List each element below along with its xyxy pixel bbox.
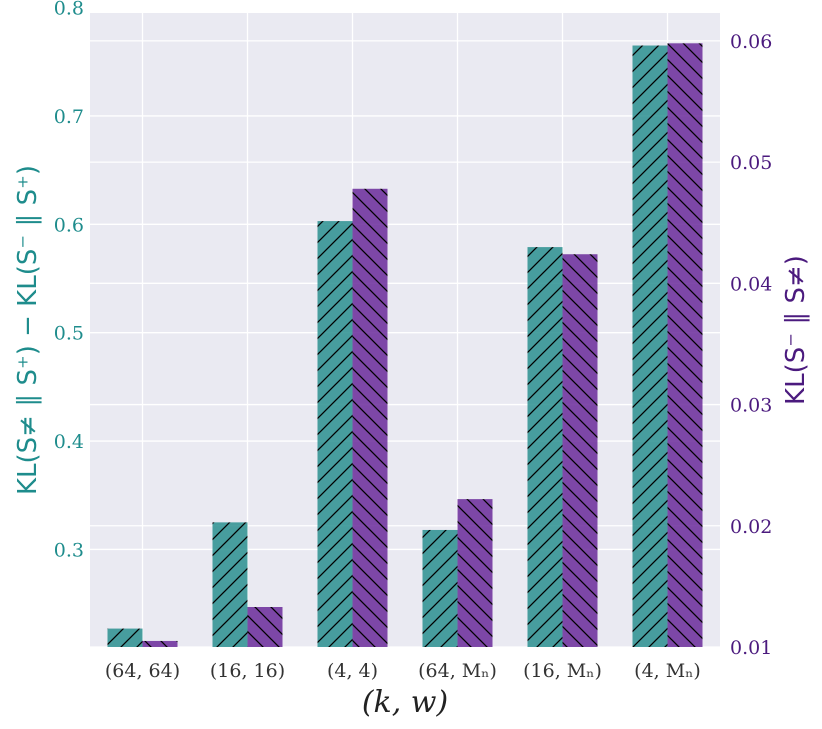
right-y-tick-label-0: 0.01 [730,637,772,659]
x-tick-labels: (64, 64) (16, 16) (4, 4) (64, Mₙ) (16, Mₙ) (4… [105,660,701,682]
x-tick-label-5: (4, Mₙ) [634,660,701,682]
bar-series2-3 [457,499,493,647]
bar-series2-4 [562,254,598,648]
left-y-tick-label-5: 0.8 [54,0,84,20]
x-tick-label-0: (64, 64) [105,660,180,682]
x-tick-label-3: (64, Mₙ) [418,660,497,682]
bars [107,43,703,648]
left-y-tick-label-3: 0.6 [54,214,84,236]
right-y-tick-label-3: 0.04 [730,273,772,295]
right-y-tick-label-5: 0.06 [730,31,772,53]
plot-area [90,13,720,647]
bar-series1-1 [212,522,248,647]
left-y-axis-title: KL(S≠ ∥ S⁺) − KL(S⁻ ∥ S⁺) [13,165,43,495]
x-tick-label-2: (4, 4) [327,660,378,682]
right-y-axis-title: KL(S⁻ ∥ S≠) [781,255,811,405]
x-axis-title: (k, w) [362,685,448,720]
right-y-tick-label-2: 0.03 [730,395,772,417]
x-tick-label-4: (16, Mₙ) [523,660,602,682]
left-y-tick-label-1: 0.4 [54,431,84,453]
right-y-tick-labels: 0.01 0.02 0.03 0.04 0.05 0.06 [730,31,772,659]
bar-series1-3 [422,529,458,647]
left-y-tick-label-2: 0.5 [54,323,84,345]
left-y-tick-labels: 0.3 0.4 0.5 0.6 0.7 0.8 [54,0,84,561]
x-tick-label-1: (16, 16) [210,660,285,682]
bar-series1-4 [527,247,563,648]
bar-series2-5 [667,43,703,648]
bar-series2-2 [352,188,388,647]
bar-series1-5 [632,45,668,648]
right-y-tick-label-4: 0.05 [730,152,772,174]
bar-series2-1 [247,606,283,647]
left-y-tick-label-0: 0.3 [54,539,84,561]
right-y-tick-label-1: 0.02 [730,516,772,538]
left-y-tick-label-4: 0.7 [54,106,84,128]
bar-series2-0 [142,640,178,647]
bar-series1-0 [107,628,143,647]
bar-series1-2 [317,221,353,648]
